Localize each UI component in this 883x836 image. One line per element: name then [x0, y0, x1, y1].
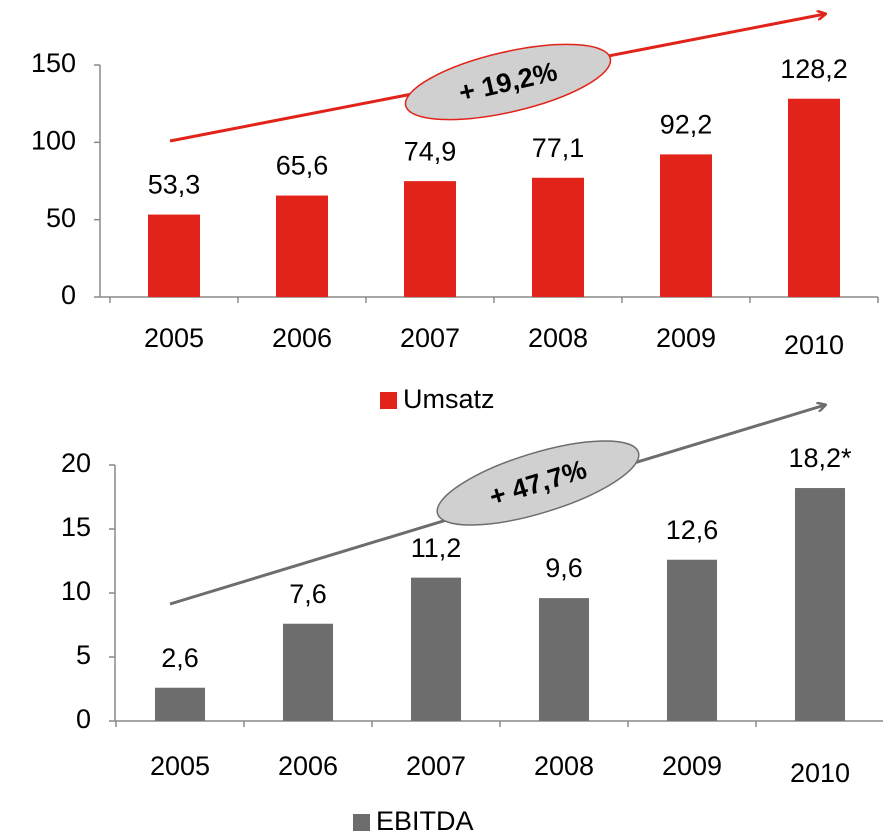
- x-tick-label: 2006: [272, 323, 332, 353]
- data-label: 2,6: [161, 643, 199, 673]
- x-tick-label: 2008: [534, 751, 594, 781]
- x-tick-label: 2009: [662, 751, 722, 781]
- x-tick-label: 2008: [528, 323, 588, 353]
- y-tick-label: 100: [31, 125, 76, 155]
- legend-swatch: [353, 814, 370, 831]
- x-tick-label: 2010: [784, 330, 844, 360]
- x-tick-label: 2007: [406, 751, 466, 781]
- legend-label: Umsatz: [403, 384, 495, 414]
- y-tick-label: 20: [61, 448, 91, 478]
- bar: [667, 559, 717, 721]
- bar: [411, 577, 461, 721]
- x-tick-label: 2006: [278, 751, 338, 781]
- y-tick-label: 0: [76, 704, 91, 734]
- data-label: 128,2: [780, 54, 848, 84]
- bar: [660, 154, 712, 297]
- y-tick-label: 0: [61, 280, 76, 310]
- data-label: 77,1: [532, 133, 585, 163]
- x-tick-label: 2007: [400, 323, 460, 353]
- data-label: 11,2: [411, 533, 462, 563]
- bar: [788, 98, 840, 297]
- data-label: 9,6: [545, 553, 583, 583]
- legend-label: EBITDA: [376, 806, 474, 836]
- bar: [276, 195, 328, 297]
- data-label: 18,2*: [788, 443, 852, 473]
- y-tick-label: 15: [61, 512, 91, 542]
- bar: [795, 488, 845, 721]
- x-tick-label: 2010: [790, 758, 850, 788]
- growth-badge: [436, 440, 640, 526]
- y-tick-label: 150: [31, 48, 76, 78]
- data-label: 74,9: [404, 136, 457, 166]
- data-label: 92,2: [660, 110, 713, 140]
- bar: [283, 623, 333, 721]
- bar: [539, 598, 589, 721]
- legend-swatch: [380, 392, 397, 409]
- y-tick-label: 50: [46, 203, 76, 233]
- bar: [155, 687, 205, 721]
- data-label: 12,6: [666, 515, 719, 545]
- data-label: 7,6: [289, 579, 327, 609]
- data-label: 65,6: [276, 151, 329, 181]
- data-label: 53,3: [148, 170, 201, 200]
- x-tick-label: 2009: [656, 323, 716, 353]
- bar: [404, 181, 456, 297]
- y-tick-label: 5: [76, 640, 91, 670]
- bar: [148, 214, 200, 297]
- x-tick-label: 2005: [150, 751, 210, 781]
- x-tick-label: 2005: [144, 323, 204, 353]
- bar: [532, 177, 584, 297]
- y-tick-label: 10: [61, 576, 91, 606]
- growth-badge: [404, 43, 612, 121]
